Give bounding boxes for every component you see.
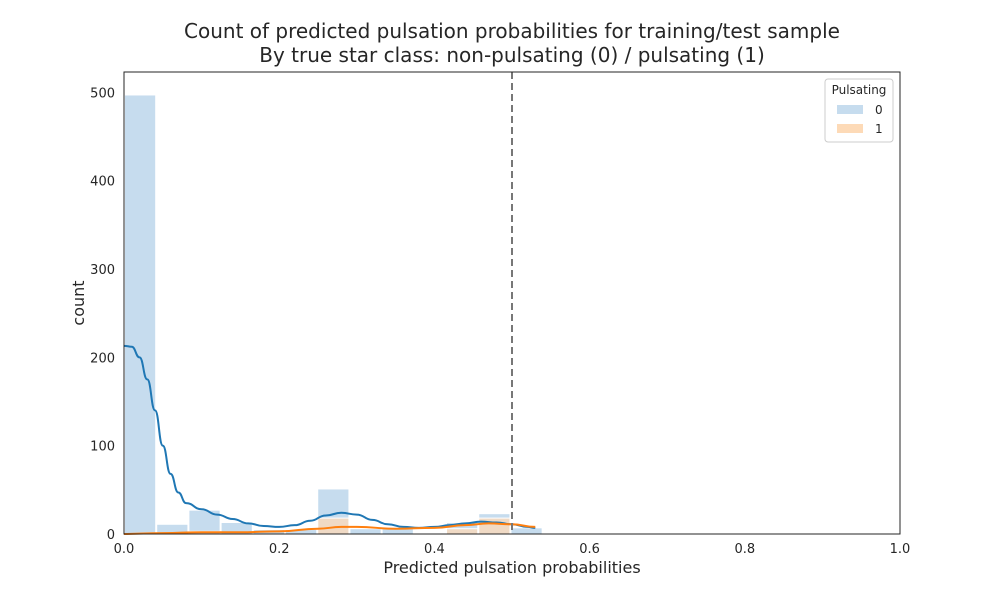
kde-line-series-0 bbox=[123, 344, 536, 529]
x-tick-label: 0.8 bbox=[734, 542, 755, 557]
y-axis-ticks: 0 100 200 300 400 500 bbox=[90, 86, 115, 543]
y-tick-label: 200 bbox=[90, 351, 115, 366]
bars-series-0 bbox=[124, 94, 543, 535]
legend-label-1: 1 bbox=[875, 122, 883, 136]
bar-series-1-bin-11 bbox=[478, 517, 511, 535]
y-axis-label: count bbox=[69, 280, 88, 325]
x-tick-label: 1.0 bbox=[890, 542, 911, 557]
y-tick-label: 400 bbox=[90, 175, 115, 190]
legend-label-0: 0 bbox=[875, 103, 883, 117]
legend-swatch-0 bbox=[837, 105, 863, 114]
y-tick-label: 100 bbox=[90, 440, 115, 455]
x-tick-label: 0.4 bbox=[424, 542, 445, 557]
bar-series-0-bin-7 bbox=[349, 528, 382, 535]
plot-frame bbox=[123, 71, 901, 535]
x-axis-label: Predicted pulsation probabilities bbox=[383, 558, 640, 577]
x-tick-label: 0.6 bbox=[579, 542, 600, 557]
legend: Pulsating 0 1 bbox=[824, 78, 894, 143]
bar-series-0-bin-0 bbox=[124, 94, 157, 535]
legend-title: Pulsating bbox=[832, 83, 887, 97]
y-tick-label: 500 bbox=[90, 86, 115, 101]
chart-title-line1: Count of predicted pulsation probabiliti… bbox=[184, 19, 840, 43]
bar-series-1-bin-10 bbox=[446, 528, 479, 535]
legend-swatch-1 bbox=[837, 124, 863, 133]
x-tick-label: 0.2 bbox=[269, 542, 290, 557]
x-tick-label: 0.0 bbox=[114, 542, 135, 557]
x-axis-ticks: 0.0 0.2 0.4 0.6 0.8 1.0 bbox=[114, 542, 911, 557]
kde-line-series-1 bbox=[123, 522, 536, 535]
y-tick-label: 0 bbox=[107, 528, 115, 543]
chart-title-line2: By true star class: non-pulsating (0) / … bbox=[259, 43, 765, 67]
y-tick-label: 300 bbox=[90, 263, 115, 278]
bar-series-0-bin-12 bbox=[510, 527, 543, 535]
